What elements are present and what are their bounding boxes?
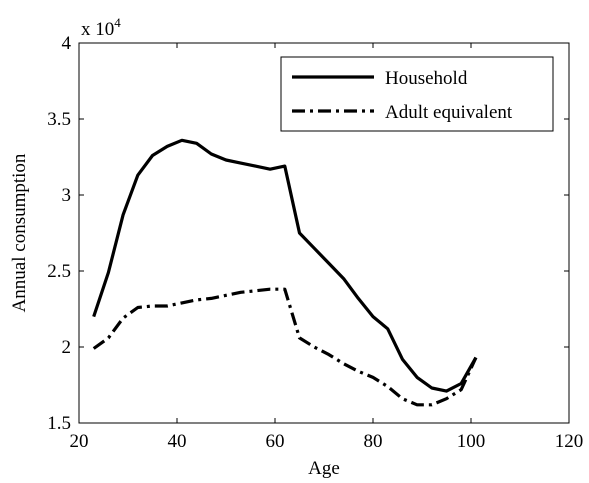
- series-layer: [92, 138, 478, 407]
- series-line-household: [92, 138, 478, 393]
- x-tick-label: 20: [70, 431, 89, 452]
- y-multiplier: x 104: [81, 15, 121, 40]
- x-axis-label: Age: [308, 458, 340, 479]
- x-tick-label: 100: [457, 431, 486, 452]
- x-tick-label: 60: [266, 431, 285, 452]
- x-tick-label: 120: [555, 431, 584, 452]
- y-tick-label: 4: [62, 33, 72, 54]
- legend-label-adult-equivalent: Adult equivalent: [385, 102, 513, 123]
- y-multiplier-base: x 10: [81, 19, 114, 40]
- y-tick-label: 2.5: [47, 261, 71, 282]
- legend: Household Adult equivalent: [280, 56, 554, 132]
- x-tick-label: 80: [364, 431, 383, 452]
- axis-ticks: 20 40 60 80 100 120 1.5 2 2.5 3 3.5 4: [47, 33, 583, 452]
- legend-label-household: Household: [385, 68, 468, 89]
- legend-box: [280, 56, 554, 132]
- y-multiplier-exponent: 4: [114, 15, 121, 30]
- y-tick-label: 3: [62, 185, 72, 206]
- y-axis-label: Annual consumption: [9, 153, 30, 312]
- y-tick-label: 2: [62, 337, 72, 358]
- y-tick-label: 3.5: [47, 109, 71, 130]
- x-tick-label: 40: [168, 431, 187, 452]
- y-tick-label: 1.5: [47, 413, 71, 434]
- series-line-adult-equivalent: [92, 287, 478, 407]
